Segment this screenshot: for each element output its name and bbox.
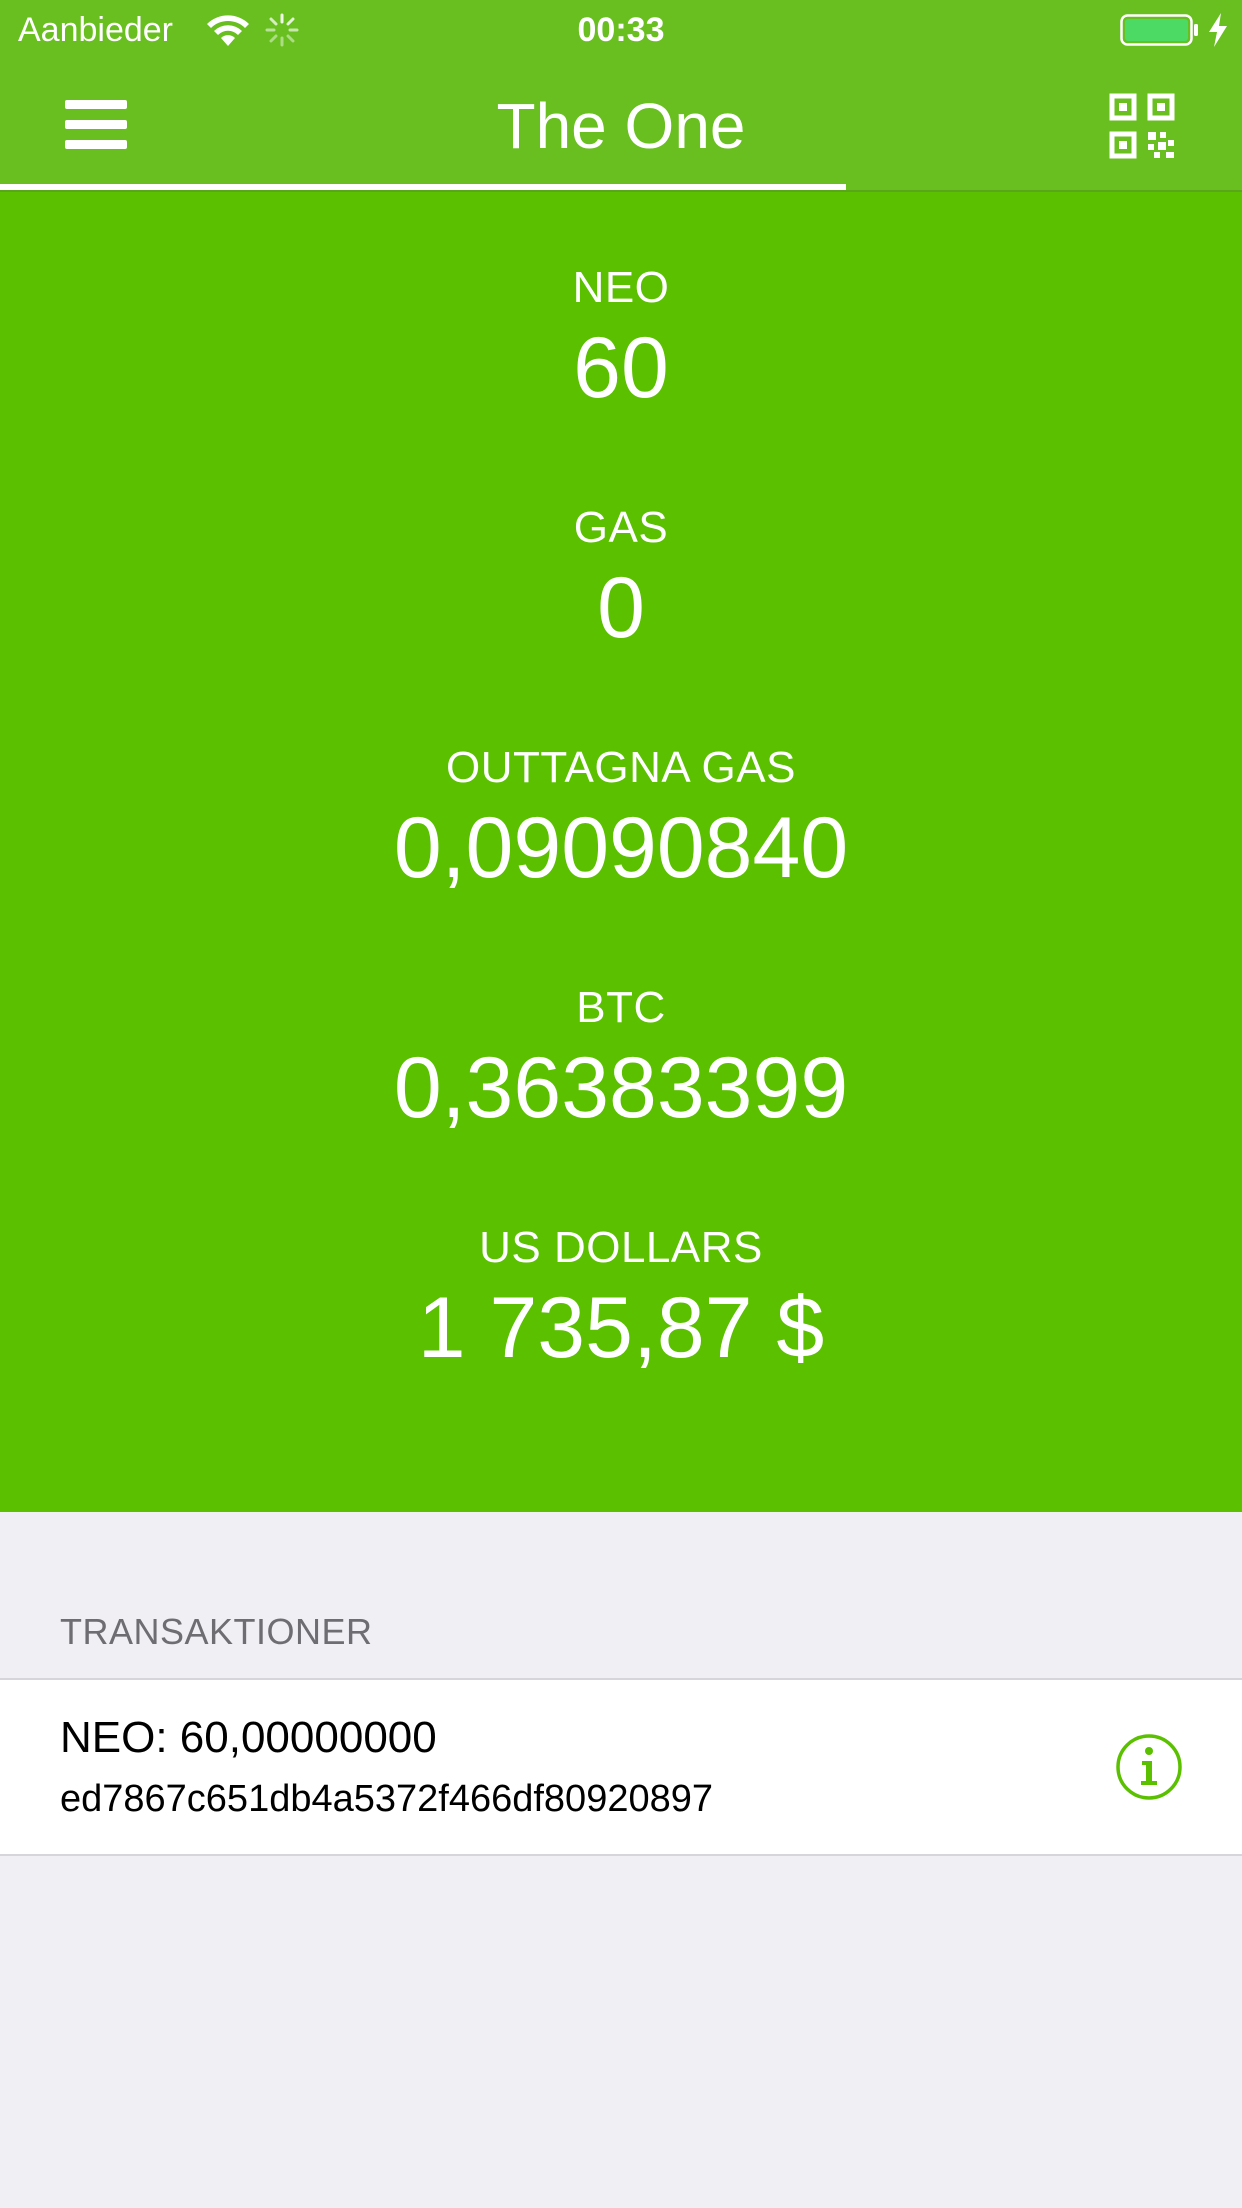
status-time: 00:33 [577, 11, 665, 49]
balance-value: 60 [573, 320, 669, 416]
carrier-name: Aanbieder [18, 11, 174, 49]
balance-unclaimed-gas: OUTTAGNA GAS 0,09090840 [0, 742, 1242, 896]
transaction-row[interactable]: NEO: 60,00000000 ed7867c651db4a5372f466d… [0, 1678, 1242, 1856]
transaction-amount: NEO: 60,00000000 [60, 1713, 437, 1762]
balance-gas: GAS 0 [0, 502, 1242, 656]
tab-indicator [0, 184, 846, 190]
spinner-icon [265, 13, 299, 47]
balance-usd: US DOLLARS 1 735,87 $ [0, 1222, 1242, 1376]
balance-value: 0,36383399 [393, 1040, 849, 1136]
balance-btc: BTC 0,36383399 [0, 982, 1242, 1136]
balance-value: 0 [597, 560, 645, 656]
charging-bolt-icon [1209, 13, 1227, 47]
balance-label: NEO [572, 263, 670, 312]
balance-value: 0,09090840 [393, 800, 849, 896]
qr-code-icon[interactable] [1108, 92, 1176, 160]
balance-label: OUTTAGNA GAS [446, 743, 796, 792]
transactions-header: TRANSAKTIONER [60, 1611, 373, 1652]
balance-panel: NEO 60 GAS 0 OUTTAGNA GAS 0,09090840 BTC… [0, 192, 1242, 1512]
battery-icon [1120, 14, 1198, 46]
wifi-icon [207, 15, 249, 46]
transaction-hash: ed7867c651db4a5372f466df80920897 [60, 1778, 713, 1820]
page-title: The One [496, 90, 746, 162]
hamburger-menu-icon[interactable] [50, 90, 140, 160]
balance-neo: NEO 60 [0, 262, 1242, 416]
nav-divider [0, 190, 1242, 192]
nav-bar: The One [0, 60, 1242, 192]
info-icon[interactable] [1114, 1732, 1184, 1802]
balance-value: 1 735,87 $ [417, 1280, 825, 1376]
balance-label: US DOLLARS [479, 1223, 763, 1272]
status-bar: Aanbieder 00:33 [0, 0, 1242, 60]
balance-label: GAS [573, 503, 669, 552]
balance-label: BTC [576, 983, 666, 1032]
